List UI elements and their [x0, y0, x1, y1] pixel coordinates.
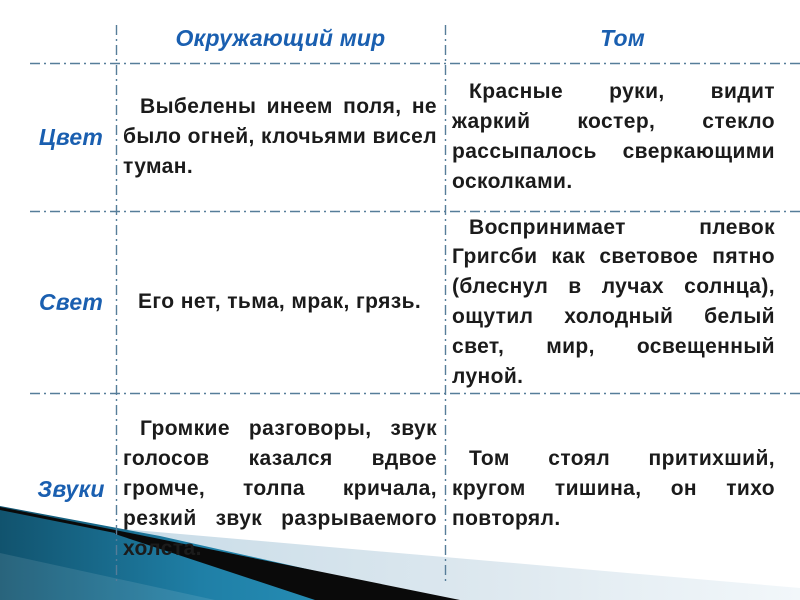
cell-text: Воспринимает плевок Григсби как световое…	[452, 215, 775, 388]
row-label-light: Свет	[39, 288, 103, 315]
cell-sounds-world: Громкие разговоры, звук голосов казался …	[116, 393, 445, 585]
cell-text: Его нет, тьма, мрак, грязь.	[138, 290, 422, 314]
cell-text: Том стоял притихший, кругом тишина, он т…	[452, 447, 775, 530]
cell-light-world: Его нет, тьма, мрак, грязь.	[116, 211, 445, 393]
cell-text: Красные руки, видит жаркий костер, стекл…	[452, 80, 775, 193]
cell-text: Выбелены инеем поля, не было огней, клоч…	[123, 95, 437, 178]
cell-text: Громкие разговоры, звук голосов казался …	[123, 417, 437, 560]
cell-light-tom: Воспринимает плевок Григсби как световое…	[445, 211, 800, 393]
column-header-tom: Том	[600, 25, 645, 51]
row-label-sounds: Звуки	[37, 475, 105, 502]
row-label-color: Цвет	[38, 123, 104, 150]
comparison-table: Окружающий мир Том Цвет Выбелены инеем п…	[0, 0, 800, 585]
corner-cell	[0, 0, 116, 63]
cell-color-tom: Красные руки, видит жаркий костер, стекл…	[445, 63, 800, 211]
column-header-world: Окружающий мир	[175, 25, 386, 51]
cell-sounds-tom: Том стоял притихший, кругом тишина, он т…	[445, 393, 800, 585]
cell-color-world: Выбелены инеем поля, не было огней, клоч…	[116, 63, 445, 211]
